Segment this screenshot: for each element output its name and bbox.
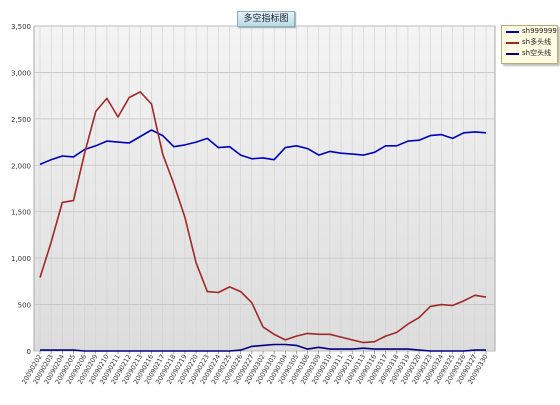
series-line-0 [39,129,487,166]
y-tick-label: 3,000 [11,69,31,77]
x-axis: 2009020220090203200902042009020520090206… [20,351,490,386]
legend-label: sh999999 [522,27,557,35]
legend-label: sh多头线 [522,38,552,46]
chart-title: 多空指标图 [237,11,295,27]
series-lines [39,91,487,352]
series-line-1 [39,91,487,344]
y-axis: 0 500 1,000 1,500 2,000 2,500 3,000 3,500 [11,23,31,356]
plot-area [33,25,496,352]
grid-lines [34,25,495,352]
legend-item-long-line: sh多头线 [502,37,557,48]
legend-item-short-line: sh空头线 [502,48,557,59]
legend-swatch [506,53,519,55]
y-tick-label: 0 [27,348,31,356]
y-tick-label: 2,000 [11,162,31,170]
legend-item-sh999999: sh999999 [502,26,557,37]
legend-label: sh空头线 [522,49,552,57]
legend-swatch [506,31,519,33]
y-tick-label: 3,500 [11,23,31,31]
series-line-2 [40,343,486,352]
legend-swatch [506,42,519,44]
y-tick-label: 1,000 [11,255,31,263]
legend: sh999999 sh多头线 sh空头线 [501,25,558,64]
y-tick-label: 1,500 [11,209,31,217]
y-tick-label: 2,500 [11,116,31,124]
y-tick-label: 500 [18,302,31,310]
